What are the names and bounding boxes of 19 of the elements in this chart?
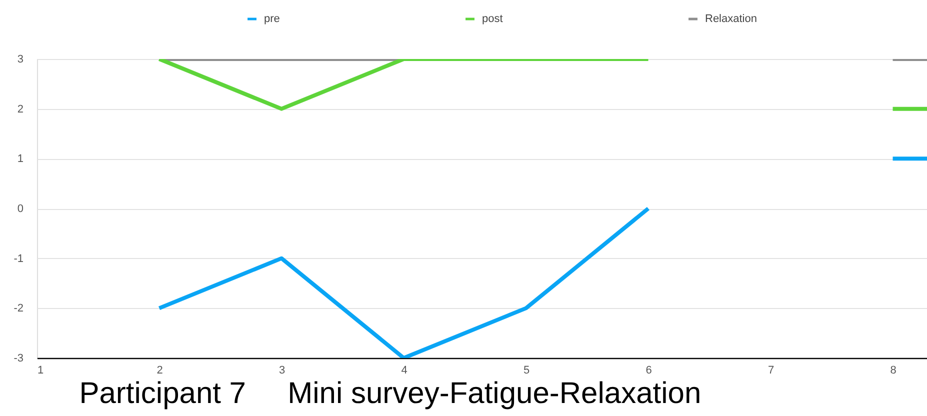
y-tick-label: -2 — [14, 302, 24, 315]
y-tick-label: 2 — [17, 103, 24, 116]
x-tick-label: 2 — [156, 364, 163, 376]
y-tick-label: 1 — [17, 153, 24, 166]
x-tick-label: 5 — [523, 364, 530, 376]
x-tick-label: 6 — [646, 364, 652, 376]
text: Participant 7 Mini survey-Fatigue-Relaxation — [79, 377, 702, 410]
x-tick-label: 8 — [890, 364, 896, 376]
legend-label: post — [482, 13, 503, 25]
x-tick-label: 1 — [38, 364, 44, 376]
x-tick-label: 4 — [401, 364, 408, 376]
x-tick-label: 7 — [768, 364, 774, 376]
y-tick-label: 3 — [17, 54, 24, 66]
y-tick-label: 0 — [17, 203, 24, 215]
x-tick-label: 3 — [278, 364, 286, 376]
legend-label: pre — [264, 13, 280, 25]
y-tick-label: -3 — [14, 352, 24, 364]
legend-label: Relaxation — [705, 13, 757, 25]
y-tick-label: -1 — [14, 252, 24, 265]
